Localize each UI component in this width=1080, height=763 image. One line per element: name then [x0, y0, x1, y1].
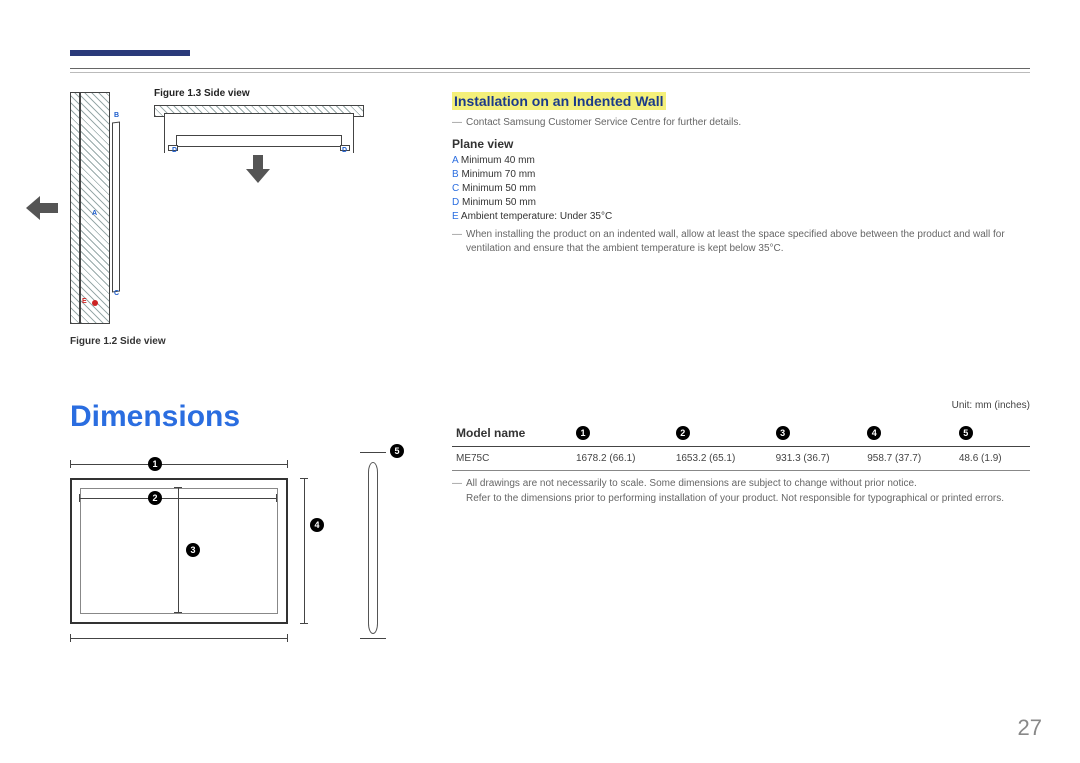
callout-3: 3 — [186, 543, 200, 557]
col-1: 1 — [572, 420, 672, 447]
label-D-left: D — [172, 147, 177, 154]
header-accent-bar — [70, 50, 190, 56]
col-5: 5 — [955, 420, 1030, 447]
spec-C: C Minimum 50 mm — [452, 183, 1030, 194]
callout-4: 4 — [310, 518, 324, 532]
callout-5: 5 — [390, 444, 404, 458]
cell-2: 1653.2 (65.1) — [672, 447, 772, 471]
label-A: A — [92, 210, 97, 217]
header-rule-1 — [70, 68, 1030, 69]
section-title: Installation on an Indented Wall — [452, 92, 666, 110]
table-row: ME75C 1678.2 (66.1) 1653.2 (65.1) 931.3 … — [452, 447, 1030, 471]
figure-1-3-side-view: D D — [154, 105, 364, 177]
cell-1: 1678.2 (66.1) — [572, 447, 672, 471]
col-4: 4 — [863, 420, 955, 447]
label-E: E — [82, 298, 87, 305]
arrow-left-icon — [26, 196, 58, 220]
unit-label: Unit: mm (inches) — [952, 400, 1030, 411]
cell-model: ME75C — [452, 447, 572, 471]
dimensions-diagram: 1 2 3 4 5 — [70, 458, 410, 668]
spec-A: A Minimum 40 mm — [452, 155, 1030, 166]
contact-note: Contact Samsung Customer Service Centre … — [452, 116, 1030, 131]
label-C: C — [114, 290, 119, 297]
install-note: When installing the product on an indent… — [452, 228, 1030, 257]
dimensions-table: Model name 1 2 3 4 5 ME75C 1678.2 (66.1)… — [452, 420, 1030, 471]
label-B: B — [114, 112, 119, 119]
label-D-right: D — [342, 147, 347, 154]
side-profile — [360, 458, 390, 638]
front-inner-rect — [80, 488, 278, 614]
page-number: 27 — [1018, 715, 1042, 741]
cell-3: 931.3 (36.7) — [772, 447, 864, 471]
figure-1-2-side-view: B A C E — [70, 92, 126, 324]
arrow-down-icon — [246, 155, 270, 183]
figure-1-2-caption: Figure 1.2 Side view — [70, 336, 166, 347]
figure-1-3-caption: Figure 1.3 Side view — [154, 88, 364, 99]
spec-D: D Minimum 50 mm — [452, 197, 1030, 208]
dimensions-heading: Dimensions — [70, 400, 240, 434]
callout-1: 1 — [148, 457, 162, 471]
plane-view-title: Plane view — [452, 137, 1030, 151]
header-rule-2 — [70, 72, 1030, 73]
col-3: 3 — [772, 420, 864, 447]
col-model: Model name — [452, 420, 572, 447]
temperature-dot-icon — [92, 300, 98, 306]
table-header-row: Model name 1 2 3 4 5 — [452, 420, 1030, 447]
spec-E: E Ambient temperature: Under 35°C — [452, 211, 1030, 222]
cell-5: 48.6 (1.9) — [955, 447, 1030, 471]
right-column: Installation on an Indented Wall Contact… — [452, 92, 1030, 263]
spec-B: B Minimum 70 mm — [452, 169, 1030, 180]
table-note: All drawings are not necessarily to scal… — [452, 477, 1030, 506]
front-outer-rect — [70, 478, 288, 624]
col-2: 2 — [672, 420, 772, 447]
dimensions-table-block: Unit: mm (inches) Model name 1 2 3 4 5 M… — [452, 400, 1030, 506]
left-column: B A C E Figure 1.3 Side view D D — [70, 88, 400, 324]
callout-2: 2 — [148, 491, 162, 505]
cell-4: 958.7 (37.7) — [863, 447, 955, 471]
